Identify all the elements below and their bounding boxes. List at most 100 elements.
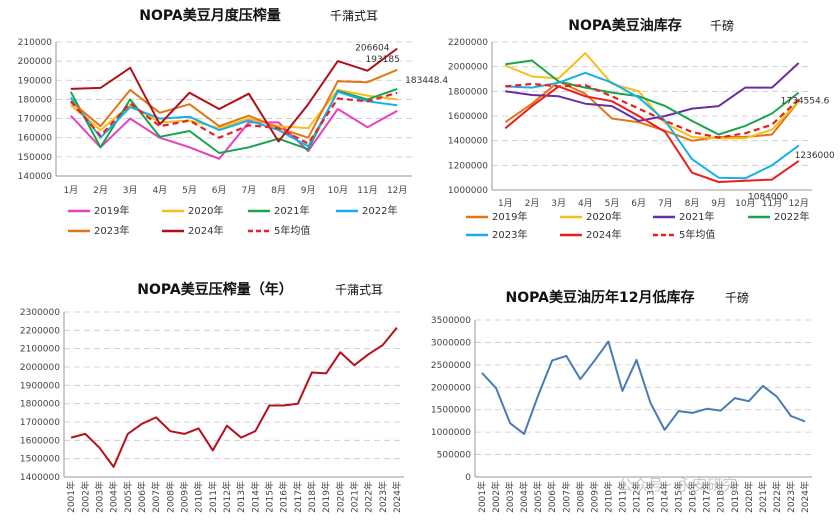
series-line xyxy=(504,80,800,142)
x-tick-label: 2023年 xyxy=(785,481,797,513)
legend-label: 2023年 xyxy=(492,228,527,241)
x-tick-label: 2007年 xyxy=(560,481,572,513)
y-tick-label: 3000000 xyxy=(431,338,471,348)
y-tick-label: 3500000 xyxy=(431,316,471,326)
x-tick-label: 2002年 xyxy=(490,481,502,513)
x-tick-label: 5月 xyxy=(182,185,197,196)
x-tick-label: 7月 xyxy=(658,198,673,209)
y-tick-label: 1700000 xyxy=(20,418,60,428)
series-line xyxy=(505,82,800,139)
x-tick-label: 2006年 xyxy=(136,481,148,513)
y-tick-label: 1000000 xyxy=(448,186,488,196)
x-tick-label: 2月 xyxy=(93,185,108,196)
y-tick-label: 2100000 xyxy=(20,345,60,355)
x-tick-label: 8月 xyxy=(271,185,286,196)
y-tick-label: 200000 xyxy=(18,57,53,67)
x-tick-label: 2023年 xyxy=(377,481,389,513)
y-tick-label: 2200000 xyxy=(448,38,488,48)
y-tick-label: 190000 xyxy=(18,76,53,86)
chart-2: NOPA美豆油库存 千磅 1000000 1200000 1400000 1600000 1… xyxy=(448,17,835,241)
x-tick-label: 5月 xyxy=(605,198,620,209)
legend-label: 2023年 xyxy=(94,224,129,237)
x-tick-label: 2013年 xyxy=(645,481,657,513)
x-tick-label: 2001年 xyxy=(65,481,77,513)
chart-unit: 千蒲式耳 xyxy=(335,283,383,297)
x-tick-label: 2011年 xyxy=(616,481,628,513)
x-tick-label: 7月 xyxy=(241,185,256,196)
x-tick-label: 10月 xyxy=(328,185,348,196)
series-line xyxy=(69,90,398,148)
x-tick-label: 2010年 xyxy=(602,481,614,513)
x-tick-label: 3月 xyxy=(551,198,566,209)
chart-1: NOPA美豆月度压榨量 千蒲式耳 140000 150000 160000 170000 1… xyxy=(18,7,449,237)
series-line xyxy=(69,91,398,145)
x-tick-label: 2018年 xyxy=(715,481,727,513)
legend-label: 2019年 xyxy=(94,204,129,217)
x-tick-label: 1月 xyxy=(63,185,78,196)
y-tick-label: 2000000 xyxy=(20,363,60,373)
x-tick-label: 2020年 xyxy=(743,481,755,513)
y-tick-label: 1500000 xyxy=(20,455,60,465)
x-tick-label: 2007年 xyxy=(150,481,162,513)
x-tick-label: 2012年 xyxy=(221,481,233,513)
x-tick-label: 10月 xyxy=(735,198,755,209)
y-tick-label: 2000000 xyxy=(431,383,471,393)
y-tick-label: 170000 xyxy=(18,115,53,125)
chart-title: NOPA美豆油库存 xyxy=(568,17,681,34)
y-tick-label: 1000000 xyxy=(431,428,471,438)
x-tick-label: 9月 xyxy=(711,198,726,209)
y-tick-label: 1400000 xyxy=(20,473,60,483)
series-line xyxy=(70,326,398,468)
y-tick-label: 140000 xyxy=(18,172,53,182)
x-tick-label: 2001年 xyxy=(476,481,488,513)
x-tick-label: 2003年 xyxy=(504,481,516,513)
series-line xyxy=(70,47,398,143)
chart-title: NOPA美豆压榨量（年） xyxy=(137,281,292,298)
y-tick-label: 1600000 xyxy=(20,436,60,446)
y-tick-label: 1600000 xyxy=(448,112,488,122)
x-tick-label: 2024年 xyxy=(391,481,403,513)
x-tick-label: 2021年 xyxy=(348,481,360,513)
chart-4: NOPA美豆油历年12月低库存 千磅 0 500000 1000000 1500000 20… xyxy=(431,289,812,513)
x-tick-label: 2015年 xyxy=(673,481,685,513)
y-tick-label: 1500000 xyxy=(431,406,471,416)
x-tick-label: 2015年 xyxy=(263,481,275,513)
series-line xyxy=(70,68,398,139)
x-tick-label: 2016年 xyxy=(278,481,290,513)
x-tick-label: 2022年 xyxy=(771,481,783,513)
data-label: 1236000 xyxy=(795,151,835,161)
x-tick-label: 2014年 xyxy=(659,481,671,513)
legend-label: 2021年 xyxy=(679,210,714,223)
series-line xyxy=(70,108,398,160)
x-tick-label: 2005年 xyxy=(122,481,134,513)
chart-3: NOPA美豆压榨量（年） 千蒲式耳 1400000 1500000 1600000 170… xyxy=(20,281,404,513)
series-line xyxy=(504,85,800,183)
x-tick-label: 2010年 xyxy=(193,481,205,513)
series-line xyxy=(505,71,800,180)
chart-unit: 千蒲式耳 xyxy=(330,9,378,23)
data-label: 183448.4 xyxy=(405,76,448,86)
y-tick-label: 1400000 xyxy=(448,137,488,147)
x-tick-label: 2017年 xyxy=(292,481,304,513)
x-tick-label: 2016年 xyxy=(687,481,699,513)
x-tick-label: 2022年 xyxy=(363,481,375,513)
x-tick-label: 2012年 xyxy=(630,481,642,513)
data-label: 206604 xyxy=(355,44,390,54)
y-tick-label: 1900000 xyxy=(20,381,60,391)
y-tick-label: 210000 xyxy=(18,38,53,48)
chart-unit: 千磅 xyxy=(725,290,749,305)
x-tick-label: 11月 xyxy=(357,185,377,196)
x-tick-label: 4月 xyxy=(152,185,167,196)
data-label: 1084000 xyxy=(748,193,788,203)
legend-label: 2022年 xyxy=(774,210,809,223)
x-tick-label: 2009年 xyxy=(588,481,600,513)
y-tick-label: 150000 xyxy=(18,153,53,163)
legend-label: 2019年 xyxy=(492,210,527,223)
x-tick-label: 2002年 xyxy=(79,481,91,513)
x-tick-label: 3月 xyxy=(123,185,138,196)
legend-label: 2024年 xyxy=(586,228,621,241)
x-tick-label: 2014年 xyxy=(249,481,261,513)
legend-label: 2022年 xyxy=(362,204,397,217)
legend-label: 2020年 xyxy=(586,210,621,223)
